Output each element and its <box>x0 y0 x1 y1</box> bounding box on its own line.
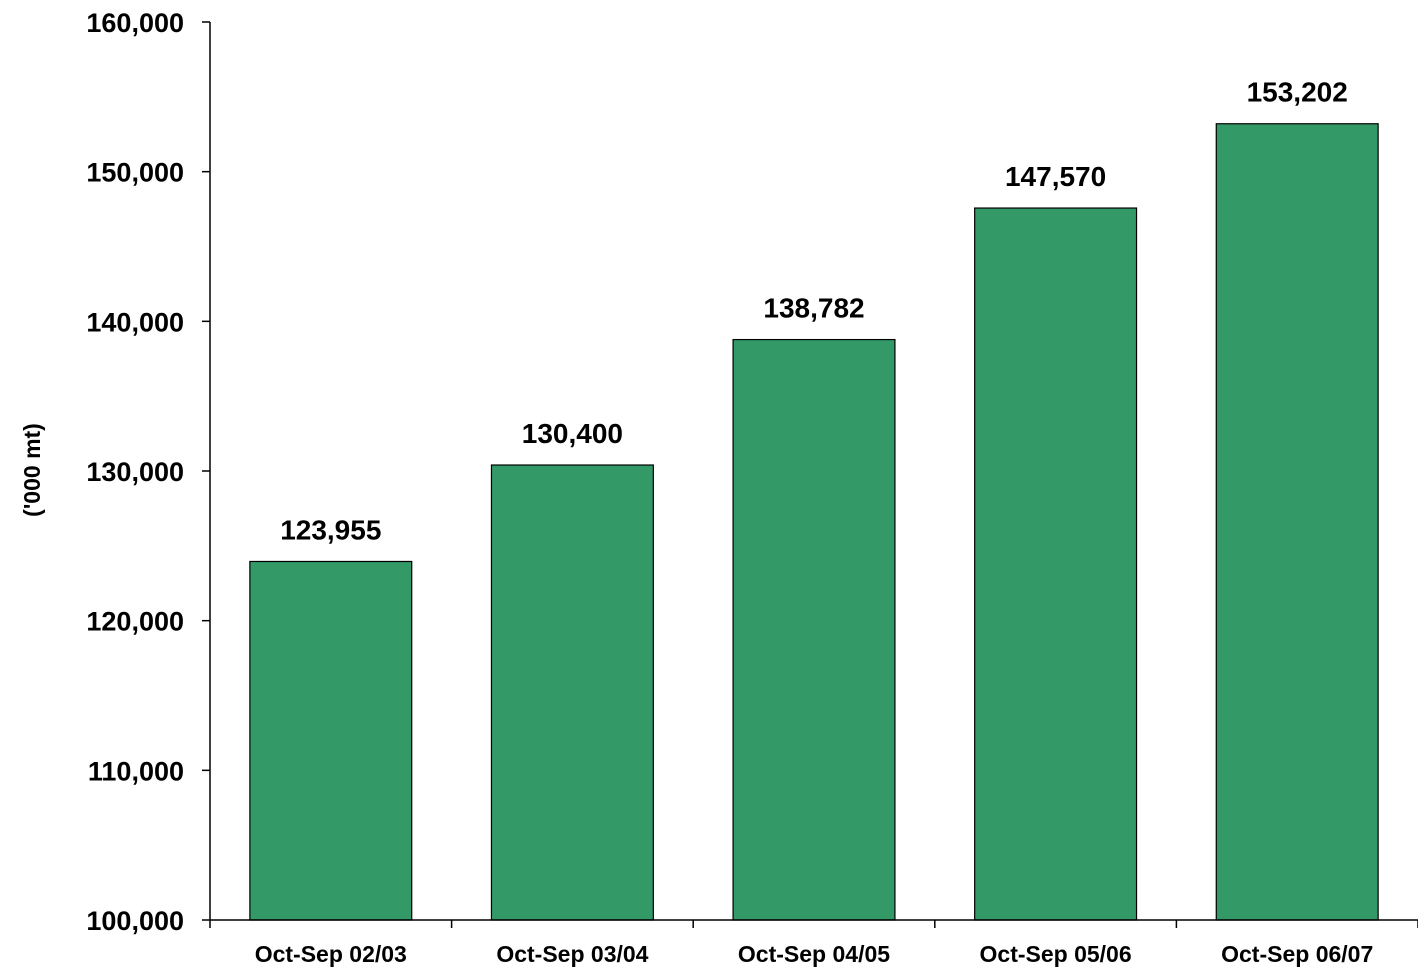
y-tick-label: 150,000 <box>86 158 184 188</box>
bar-value-label: 123,955 <box>280 514 381 545</box>
y-tick-label: 100,000 <box>86 906 184 936</box>
bar <box>732 338 896 921</box>
x-category-label: Oct-Sep 05/06 <box>980 941 1132 967</box>
x-category-label: Oct-Sep 03/04 <box>496 941 648 967</box>
y-tick-label: 130,000 <box>86 457 184 487</box>
bar <box>1215 123 1379 921</box>
x-category-label: Oct-Sep 02/03 <box>255 941 407 967</box>
x-category-label: Oct-Sep 06/07 <box>1221 941 1373 967</box>
bar-value-label: 138,782 <box>763 293 864 324</box>
x-category-label: Oct-Sep 04/05 <box>738 941 890 967</box>
y-axis-ticks: 100,000 110,000 120,000 130,000 140,000 150,0… <box>86 8 210 936</box>
bars: 123,955 130,400 138,782 147,570 153,202 <box>249 77 1379 921</box>
y-axis-title: ('000 mt) <box>19 423 45 517</box>
y-tick-label: 160,000 <box>86 8 184 38</box>
y-tick-label: 120,000 <box>86 607 184 637</box>
bar-value-label: 153,202 <box>1247 77 1348 108</box>
bar-value-label: 130,400 <box>522 418 623 449</box>
bar <box>249 560 413 921</box>
bar-value-label: 147,570 <box>1005 161 1106 192</box>
bar <box>974 207 1138 921</box>
bar <box>490 464 654 921</box>
y-tick-label: 110,000 <box>88 756 184 786</box>
x-axis-ticks: Oct-Sep 02/03 Oct-Sep 03/04 Oct-Sep 04/05 O… <box>209 920 1418 967</box>
y-tick-label: 140,000 <box>86 307 184 337</box>
